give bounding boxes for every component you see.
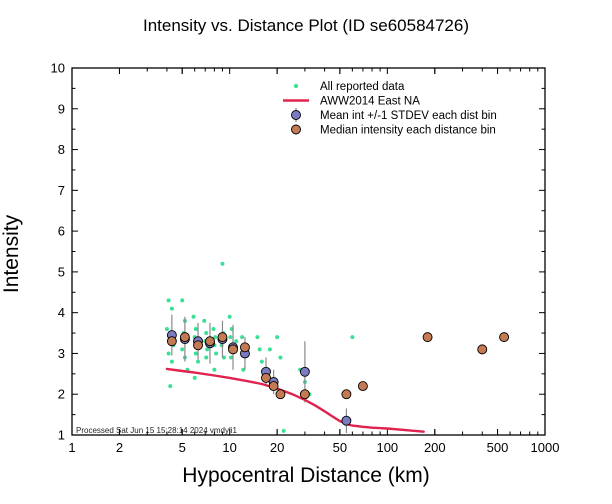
median-intensity-marker: [299, 389, 310, 400]
x-tick-label: 100: [376, 440, 398, 455]
median-intensity-marker: [341, 389, 352, 400]
reported-data-point: [278, 355, 283, 360]
median-intensity-marker: [499, 332, 510, 343]
reported-data-point: [257, 347, 262, 352]
x-tick-label: 500: [487, 440, 509, 455]
y-tick-label: 3: [58, 346, 65, 361]
legend-mean-icon: [291, 110, 301, 120]
reported-data-point: [229, 355, 234, 360]
median-intensity-marker: [193, 340, 203, 351]
legend-dot-icon: [293, 83, 299, 89]
legend-label: AWW2014 East NA: [320, 96, 420, 108]
plot-frame: [71, 67, 546, 436]
mean-intensity-marker: [299, 366, 310, 377]
reported-data-point: [241, 367, 246, 372]
mean-intensity-marker: [341, 415, 352, 426]
x-tick-label: 2: [116, 440, 123, 455]
x-tick-label: 1: [68, 440, 75, 455]
median-intensity-marker: [357, 381, 368, 392]
y-tick-label: 9: [58, 101, 65, 116]
reported-data-point: [168, 384, 173, 389]
reported-data-point: [281, 428, 286, 433]
y-tick-label: 1: [58, 428, 65, 443]
x-tick-label: 20: [270, 440, 284, 455]
aww2014-model-line: [165, 367, 425, 433]
y-tick-label: 4: [58, 305, 65, 320]
median-intensity-marker: [268, 381, 279, 392]
median-intensity-marker: [205, 336, 215, 347]
y-tick-label: 2: [58, 387, 65, 402]
median-intensity-marker: [422, 332, 433, 343]
reported-data-point: [205, 347, 210, 352]
y-tick-label: 8: [58, 142, 65, 157]
reported-data-point: [191, 314, 196, 319]
median-intensity-marker: [228, 344, 238, 355]
reported-data-point: [166, 351, 171, 356]
reported-data-point: [180, 347, 185, 352]
median-intensity-marker: [179, 332, 190, 343]
reported-data-point: [234, 339, 239, 344]
chart-title: Intensity vs. Distance Plot (ID se605847…: [143, 16, 469, 35]
y-tick-label: 5: [58, 264, 65, 279]
median-intensity-marker: [477, 344, 488, 355]
reported-data-point: [204, 355, 209, 360]
reported-data-point: [202, 318, 207, 323]
processed-timestamp: Processed Sat Jun 15 15:28:14 2024 vmdyl…: [76, 426, 237, 435]
x-tick-label: 50: [333, 440, 347, 455]
reported-data-point: [169, 306, 174, 311]
legend-label: All reported data: [320, 81, 405, 93]
reported-data-point: [193, 351, 198, 356]
reported-data-point: [169, 359, 174, 364]
x-tick-label: 5: [179, 440, 186, 455]
legend-label: Median intensity each distance bin: [320, 125, 496, 137]
reported-data-point: [275, 335, 280, 340]
reported-data-point: [227, 314, 232, 319]
reported-data-point: [350, 335, 355, 340]
reported-data-point: [212, 367, 217, 372]
median-intensity-marker: [166, 336, 177, 347]
reported-data-point: [180, 298, 185, 303]
reported-data-point: [255, 335, 260, 340]
y-tick-label: 7: [58, 183, 65, 198]
x-tick-label: 1000: [531, 440, 560, 455]
reported-data-point: [192, 375, 197, 380]
median-intensity-marker: [217, 332, 228, 343]
x-tick-label: 200: [424, 440, 446, 455]
reported-data-point: [267, 347, 272, 352]
reported-data-point: [211, 326, 216, 331]
reported-data-point: [193, 326, 198, 331]
legend-median-icon: [291, 124, 301, 135]
reported-data-point: [259, 359, 264, 364]
reported-data-point: [213, 335, 218, 340]
reported-data-point: [228, 335, 233, 340]
y-tick-label: 10: [51, 61, 65, 76]
reported-data-point: [220, 261, 225, 266]
reported-data-point: [196, 359, 201, 364]
reported-data-point: [166, 298, 171, 303]
median-intensity-marker: [239, 342, 250, 353]
y-tick-label: 6: [58, 224, 65, 239]
reported-data-point: [240, 335, 245, 340]
x-axis-label: Hypocentral Distance (km): [182, 464, 430, 487]
reported-data-point: [164, 326, 169, 331]
reported-data-point: [204, 331, 209, 336]
x-tick-label: 10: [222, 440, 236, 455]
reported-data-point: [214, 351, 219, 356]
median-intensity-marker: [275, 389, 286, 400]
median-intensity-marker: [261, 372, 271, 383]
legend-label: Mean int +/-1 STDEV each dist bin: [320, 110, 497, 122]
